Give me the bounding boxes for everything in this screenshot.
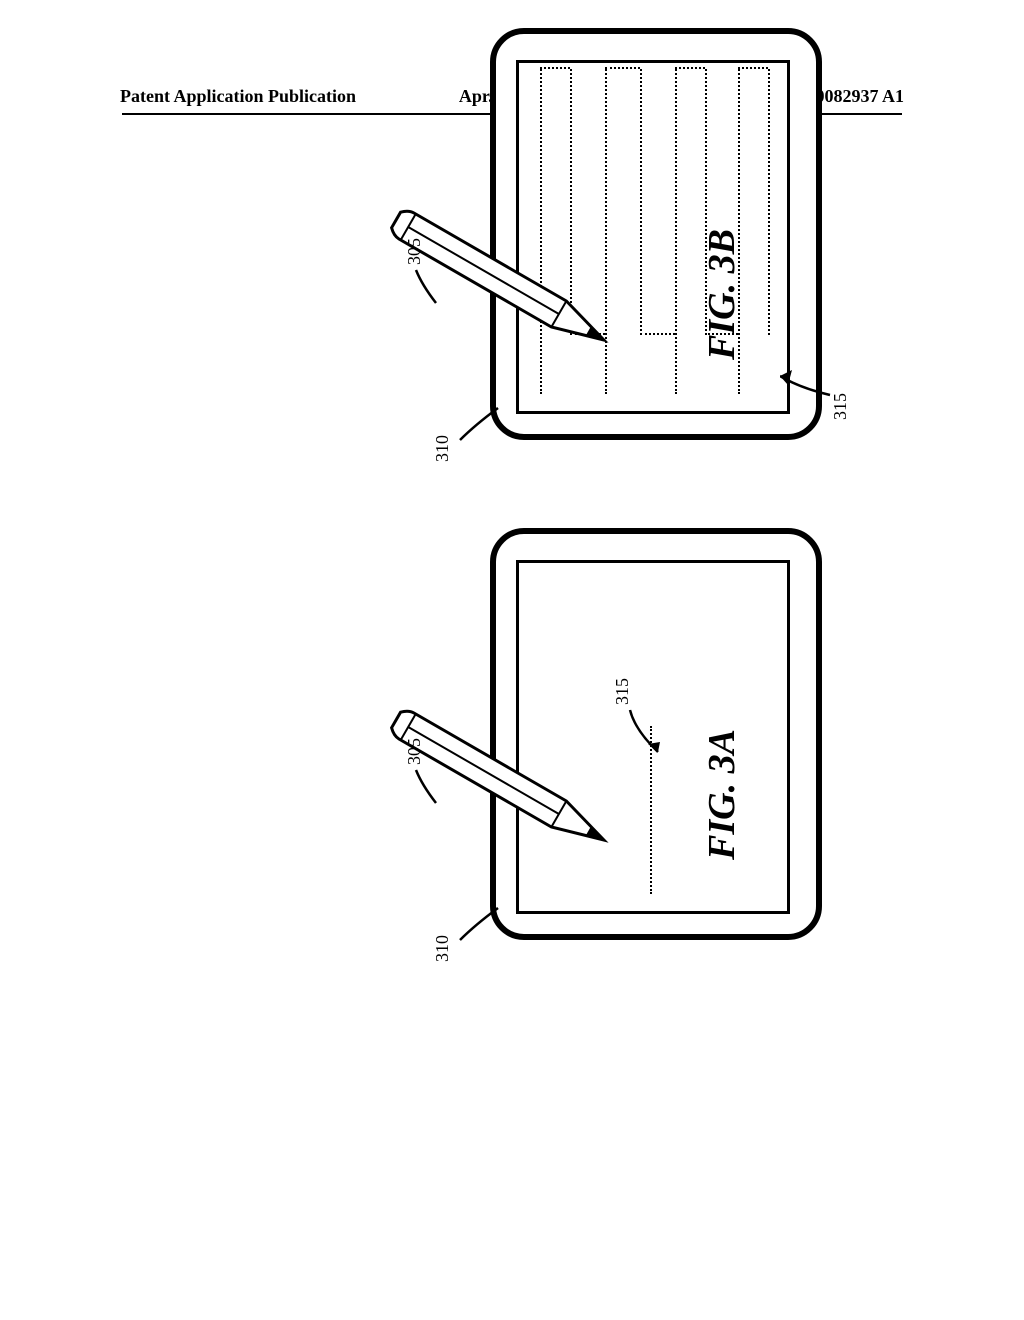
guide-3b-4 xyxy=(640,69,642,335)
guide-conn-1 xyxy=(540,67,570,69)
ref-310-lead-3a xyxy=(450,890,510,950)
ref-310-label-3b: 310 xyxy=(432,435,453,462)
header-left: Patent Application Publication xyxy=(120,86,356,107)
guide-3b-5 xyxy=(675,69,677,394)
figure-label-3b: FIG. 3B xyxy=(700,229,744,360)
ref-310-label-3a: 310 xyxy=(432,935,453,962)
guide-conn-4 xyxy=(640,333,675,335)
guide-conn-7 xyxy=(738,67,768,69)
figure-label-3a: FIG. 3A xyxy=(700,729,744,860)
guide-conn-5 xyxy=(675,67,705,69)
ref-315-arrow-3b xyxy=(780,320,840,400)
ref-305-label-3a: 305 xyxy=(404,738,425,765)
guide-3b-8 xyxy=(768,69,770,335)
ref-305-label-3b: 305 xyxy=(404,238,425,265)
ref-310-lead-3b xyxy=(450,390,510,450)
guide-conn-3 xyxy=(605,67,640,69)
ref-315-label-3b: 315 xyxy=(830,393,851,420)
